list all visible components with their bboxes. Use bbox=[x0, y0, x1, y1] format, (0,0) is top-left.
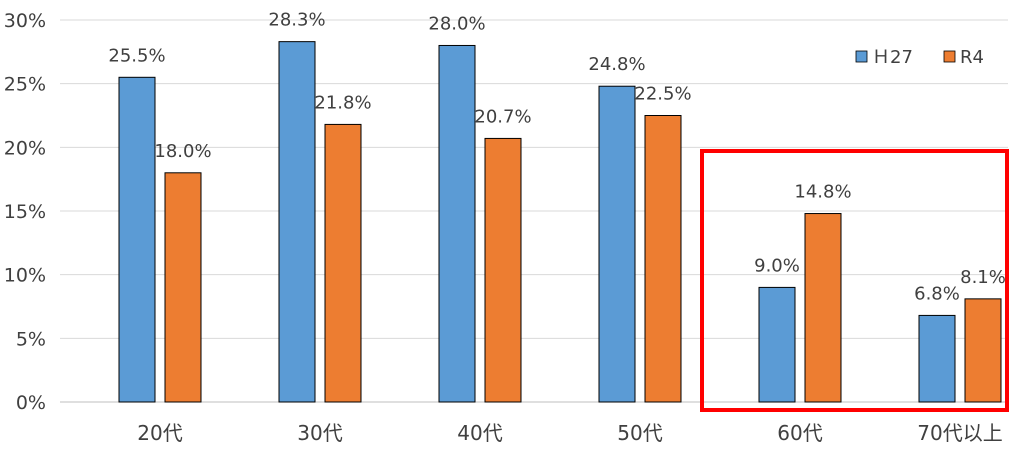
data-label: 24.8% bbox=[588, 54, 645, 75]
x-category-label: 60代 bbox=[777, 421, 822, 445]
data-labels: 25.5% 18.0% 28.3% 21.8% 28.0% 20.7% 24.8% 22.5%… bbox=[108, 10, 1005, 305]
data-label: 20.7% bbox=[474, 106, 531, 127]
bar-r4-4 bbox=[804, 213, 842, 403]
bars bbox=[118, 41, 1002, 403]
x-category-label: 70代以上 bbox=[917, 421, 1002, 445]
x-category-label: 20代 bbox=[137, 421, 182, 445]
data-label: 28.3% bbox=[268, 10, 325, 31]
y-axis-tick-labels: 0% 5% 10% 15% 20% 25% 30% bbox=[4, 10, 46, 414]
data-label: 8.1% bbox=[960, 267, 1006, 288]
legend-label-h27: Ｈ27 bbox=[872, 47, 913, 68]
legend-swatch-h27 bbox=[855, 50, 868, 63]
data-label: 18.0% bbox=[154, 141, 211, 162]
bar-h27-2 bbox=[438, 44, 476, 403]
y-tick-label: 30% bbox=[4, 10, 46, 32]
bar-h27-5 bbox=[918, 314, 956, 403]
data-label: 14.8% bbox=[794, 182, 851, 203]
y-tick-label: 20% bbox=[4, 137, 46, 159]
y-tick-label: 5% bbox=[16, 328, 46, 350]
data-label: 28.0% bbox=[428, 13, 485, 34]
x-category-label: 50代 bbox=[617, 421, 662, 445]
data-label: 9.0% bbox=[754, 255, 800, 276]
y-tick-label: 25% bbox=[4, 74, 46, 96]
x-axis-category-labels: 20代 30代 40代 50代 60代 70代以上 bbox=[137, 421, 1002, 445]
bar-h27-0 bbox=[118, 76, 156, 403]
bar-h27-4 bbox=[758, 286, 796, 403]
bar-h27-3 bbox=[598, 85, 636, 403]
y-tick-label: 10% bbox=[4, 265, 46, 287]
data-label: 22.5% bbox=[634, 84, 691, 105]
x-category-label: 30代 bbox=[297, 421, 342, 445]
data-label: 21.8% bbox=[314, 92, 371, 113]
bar-r4-1 bbox=[324, 123, 362, 403]
bar-r4-2 bbox=[484, 137, 522, 403]
y-tick-label: 0% bbox=[16, 392, 46, 414]
bar-h27-1 bbox=[278, 41, 316, 403]
x-category-label: 40代 bbox=[457, 421, 502, 445]
highlight-box-group bbox=[700, 149, 1009, 412]
bar-r4-0 bbox=[164, 172, 202, 403]
legend: Ｈ27 R4 bbox=[855, 47, 984, 68]
bar-r4-5 bbox=[964, 298, 1002, 403]
data-label: 6.8% bbox=[914, 283, 960, 304]
legend-swatch-r4 bbox=[943, 50, 956, 63]
data-label: 25.5% bbox=[108, 45, 165, 66]
grid-lines bbox=[60, 19, 1008, 403]
y-tick-label: 15% bbox=[4, 201, 46, 223]
bar-r4-3 bbox=[644, 115, 682, 403]
legend-label-r4: R4 bbox=[960, 47, 984, 68]
highlight-box bbox=[700, 149, 1009, 412]
